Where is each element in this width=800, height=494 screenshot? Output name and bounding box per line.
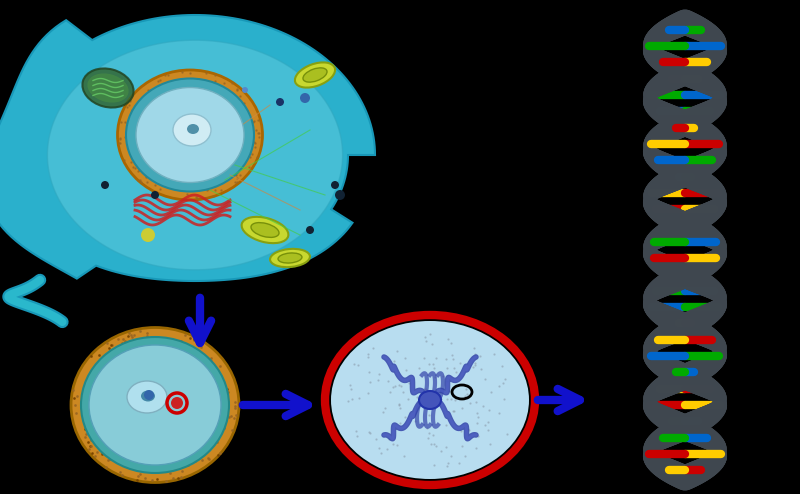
- Ellipse shape: [331, 321, 529, 479]
- Ellipse shape: [118, 70, 262, 200]
- Circle shape: [331, 181, 339, 189]
- Circle shape: [300, 93, 310, 103]
- Circle shape: [171, 397, 183, 409]
- Circle shape: [276, 98, 284, 106]
- Ellipse shape: [136, 87, 244, 182]
- Ellipse shape: [87, 74, 129, 103]
- Circle shape: [335, 190, 345, 200]
- Circle shape: [242, 87, 248, 93]
- Circle shape: [101, 181, 109, 189]
- Ellipse shape: [187, 124, 199, 134]
- Circle shape: [151, 191, 159, 199]
- Ellipse shape: [251, 223, 279, 238]
- Circle shape: [306, 226, 314, 234]
- Ellipse shape: [242, 217, 288, 243]
- Ellipse shape: [127, 381, 167, 413]
- Ellipse shape: [278, 253, 302, 263]
- Ellipse shape: [141, 390, 155, 402]
- Ellipse shape: [295, 62, 335, 87]
- Ellipse shape: [173, 114, 211, 146]
- Circle shape: [141, 228, 155, 242]
- Ellipse shape: [270, 249, 310, 267]
- Ellipse shape: [126, 79, 254, 192]
- Ellipse shape: [71, 328, 239, 483]
- Ellipse shape: [81, 337, 229, 473]
- Circle shape: [144, 390, 154, 400]
- Ellipse shape: [82, 69, 134, 108]
- Polygon shape: [47, 40, 342, 270]
- Ellipse shape: [419, 391, 441, 409]
- Polygon shape: [0, 15, 375, 281]
- Ellipse shape: [303, 68, 327, 82]
- Ellipse shape: [89, 345, 221, 465]
